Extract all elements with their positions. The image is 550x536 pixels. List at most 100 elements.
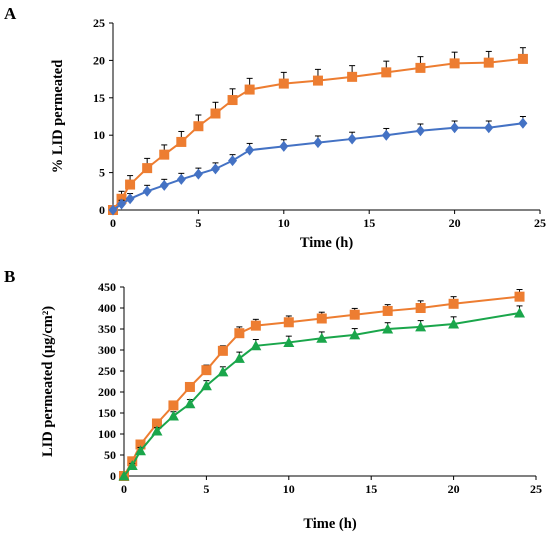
- data-point-square: [483, 57, 494, 68]
- data-point-square: [210, 108, 221, 119]
- data-point-diamond: [176, 173, 186, 185]
- data-point-square: [283, 317, 294, 328]
- data-point-triangle: [167, 410, 179, 421]
- x-tick-label: 15: [363, 216, 375, 230]
- x-axis-title: Time (h): [303, 516, 356, 532]
- data-point-square: [349, 309, 360, 320]
- series-1: [108, 47, 528, 215]
- data-point-triangle: [382, 323, 394, 334]
- data-point-square: [415, 62, 426, 73]
- x-tick-label: 5: [195, 216, 201, 230]
- data-point-triangle: [126, 460, 138, 470]
- data-point-square: [312, 75, 323, 86]
- y-tick-label: 5: [99, 166, 105, 180]
- x-tick-label: 0: [121, 482, 127, 496]
- y-tick-label: 25: [93, 16, 105, 30]
- y-tick-label: 0: [99, 203, 105, 217]
- series-1: [119, 289, 525, 481]
- x-tick-label: 25: [534, 216, 546, 230]
- data-point-diamond: [518, 117, 528, 129]
- data-point-square: [514, 291, 525, 302]
- panel-a: A 0 5 10 15 20 25 0 5 10 15 20 25 Time (h) % LID perme…: [4, 4, 546, 251]
- data-point-triangle: [250, 340, 262, 351]
- data-point-diamond: [142, 185, 152, 197]
- y-tick-label: 400: [98, 301, 116, 315]
- data-point-diamond: [210, 163, 220, 175]
- data-point-square: [234, 328, 245, 339]
- data-point-triangle: [118, 470, 130, 481]
- data-point-square: [217, 345, 228, 356]
- data-point-square: [159, 149, 170, 160]
- data-point-square: [415, 303, 426, 313]
- data-point-square: [278, 78, 289, 89]
- data-point-diamond: [450, 122, 460, 134]
- x-tick-label: 25: [530, 482, 542, 496]
- data-point-triangle: [217, 366, 229, 377]
- y-axis-title: % LID permeated: [50, 60, 66, 174]
- panel-b: B0 5 10 15 20 25050100150200250300350400450Ti…: [4, 267, 542, 532]
- x-tick-label: 15: [365, 482, 377, 496]
- y-tick-label: 50: [104, 448, 116, 462]
- data-point-triangle: [514, 307, 526, 318]
- data-point-square: [517, 53, 528, 64]
- y-tick-label: 150: [98, 406, 116, 420]
- y-tick-label: 350: [98, 322, 116, 336]
- data-point-triangle: [415, 321, 427, 332]
- data-point-square: [381, 67, 392, 78]
- data-point-square: [244, 84, 255, 95]
- x-tick-label: 20: [449, 216, 461, 230]
- data-point-square: [168, 400, 179, 411]
- x-tick-label: 5: [203, 482, 209, 496]
- x-tick-label: 20: [448, 482, 460, 496]
- data-point-triangle: [184, 398, 196, 409]
- data-point-triangle: [151, 425, 163, 436]
- data-point-square: [316, 313, 327, 324]
- y-axis-title: LID permeated (μg/cm²): [40, 306, 56, 457]
- data-point-square: [151, 418, 162, 429]
- data-point-square: [142, 163, 153, 174]
- y-tick-label: 10: [93, 128, 105, 142]
- y-tick-label: 100: [98, 427, 116, 441]
- data-point-diamond: [228, 155, 238, 167]
- x-tick-label: 0: [110, 216, 116, 230]
- panel-letter: B: [4, 267, 15, 286]
- data-point-diamond: [117, 198, 127, 210]
- x-tick-label: 10: [278, 216, 290, 230]
- data-point-square: [227, 95, 238, 106]
- data-point-diamond: [193, 168, 203, 180]
- data-point-diamond: [279, 140, 289, 152]
- data-point-square: [449, 58, 460, 69]
- data-point-diamond: [245, 144, 255, 156]
- data-point-square: [250, 320, 261, 331]
- data-point-square: [347, 71, 358, 82]
- data-point-diamond: [381, 129, 391, 141]
- x-axis-title: Time (h): [300, 235, 353, 251]
- series-2: [118, 305, 526, 481]
- data-point-diamond: [347, 133, 357, 145]
- y-tick-label: 450: [98, 280, 116, 294]
- y-tick-label: 300: [98, 343, 116, 357]
- y-tick-label: 15: [93, 91, 105, 105]
- data-point-diamond: [415, 125, 425, 137]
- data-point-triangle: [200, 380, 212, 391]
- data-point-triangle: [134, 445, 146, 456]
- data-point-square: [382, 305, 393, 316]
- data-point-square: [125, 179, 136, 190]
- data-point-square: [135, 439, 146, 450]
- data-point-triangle: [316, 332, 328, 343]
- data-point-diamond: [484, 122, 494, 134]
- panel-letter: A: [4, 4, 17, 23]
- y-tick-label: 200: [98, 385, 116, 399]
- data-point-triangle: [233, 352, 245, 363]
- y-tick-label: 0: [110, 469, 116, 483]
- y-tick-label: 20: [93, 53, 105, 67]
- data-point-diamond: [313, 137, 323, 149]
- data-point-diamond: [159, 179, 169, 191]
- data-point-square: [184, 381, 195, 392]
- data-point-square: [448, 298, 459, 309]
- data-point-square: [201, 365, 212, 376]
- series-2: [108, 116, 528, 216]
- data-point-triangle: [283, 336, 295, 347]
- data-point-triangle: [448, 318, 460, 329]
